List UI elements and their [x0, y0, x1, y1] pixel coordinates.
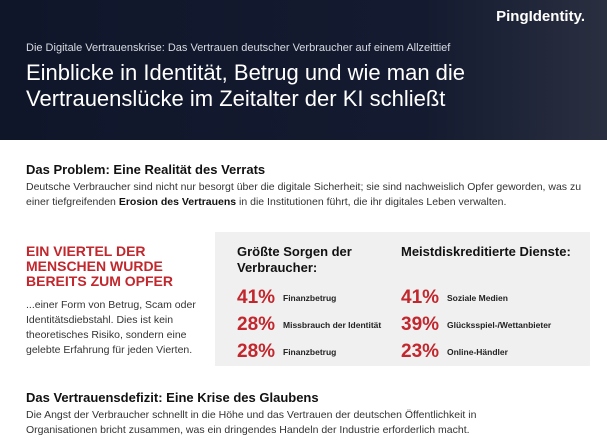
- column-heading: Größte Sorgen der Verbraucher:: [237, 244, 352, 275]
- stat-row: 41% Finanzbetrug: [237, 284, 412, 311]
- percent: 41%: [401, 286, 440, 308]
- percent: 39%: [401, 313, 440, 335]
- percent: 41%: [237, 286, 276, 308]
- label: Glücksspiel-/Wettanbieter: [447, 319, 552, 330]
- callout-headline: EIN VIERTEL DER MENSCHEN WURDE BEREITS Z…: [26, 243, 174, 289]
- label: Online-Händler: [447, 346, 508, 357]
- section-heading: Das Problem: Eine Realität des Verrats: [26, 162, 266, 177]
- stat-row: 28% Missbrauch der Identität: [237, 311, 412, 338]
- stat-row: 28% Finanzbetrug: [237, 338, 412, 365]
- label: Missbrauch der Identität: [283, 319, 382, 330]
- percent: 28%: [237, 340, 276, 362]
- paragraph: Deutsche Verbraucher sind nicht nur beso…: [26, 180, 586, 210]
- label: Finanzbetrug: [283, 292, 337, 303]
- subtitle: Die Digitale Vertrauenskrise: Das Vertra…: [26, 42, 451, 54]
- title-line: Vertrauenslücke im Zeitalter der KI schl…: [26, 86, 446, 111]
- text: Deutsche Verbraucher sind nicht nur beso…: [26, 181, 582, 208]
- paragraph: Die Angst der Verbraucher schnellt in di…: [26, 409, 477, 436]
- section-heading: Das Vertrauensdefizit: Eine Krise des Gl…: [26, 390, 319, 405]
- stats-column: Größte Sorgen der Verbraucher: 41% Finanz…: [237, 244, 412, 365]
- title: Einblicke in Identität, Betrug und wie m…: [26, 60, 465, 112]
- percent: 28%: [237, 313, 276, 335]
- text: in die Institutionen führt, die ihr digi…: [236, 196, 507, 208]
- stat-row: 39% Glücksspiel-/Wettanbieter: [401, 311, 576, 338]
- emphasis: Erosion des Vertrauens: [118, 196, 237, 208]
- stat-row: 23% Online-Händler: [401, 338, 576, 365]
- column-heading: Meistdiskreditierte Dienste:: [401, 244, 571, 259]
- header: PingIdentity. Die Digitale Vertrauenskri…: [0, 0, 607, 140]
- label: Soziale Medien: [447, 292, 508, 303]
- stats-column: Meistdiskreditierte Dienste: 41% Soziale …: [401, 244, 576, 365]
- percent: 23%: [401, 340, 440, 362]
- label: Finanzbetrug: [283, 346, 337, 357]
- stats-box: Größte Sorgen der Verbraucher: 41% Finanz…: [215, 232, 590, 366]
- callout-text: ...einer Form von Betrug, Scam oder Iden…: [26, 299, 196, 356]
- stat-row: 41% Soziale Medien: [401, 284, 576, 311]
- logo: PingIdentity.: [496, 8, 585, 25]
- title-line: Einblicke in Identität, Betrug und wie m…: [26, 60, 466, 85]
